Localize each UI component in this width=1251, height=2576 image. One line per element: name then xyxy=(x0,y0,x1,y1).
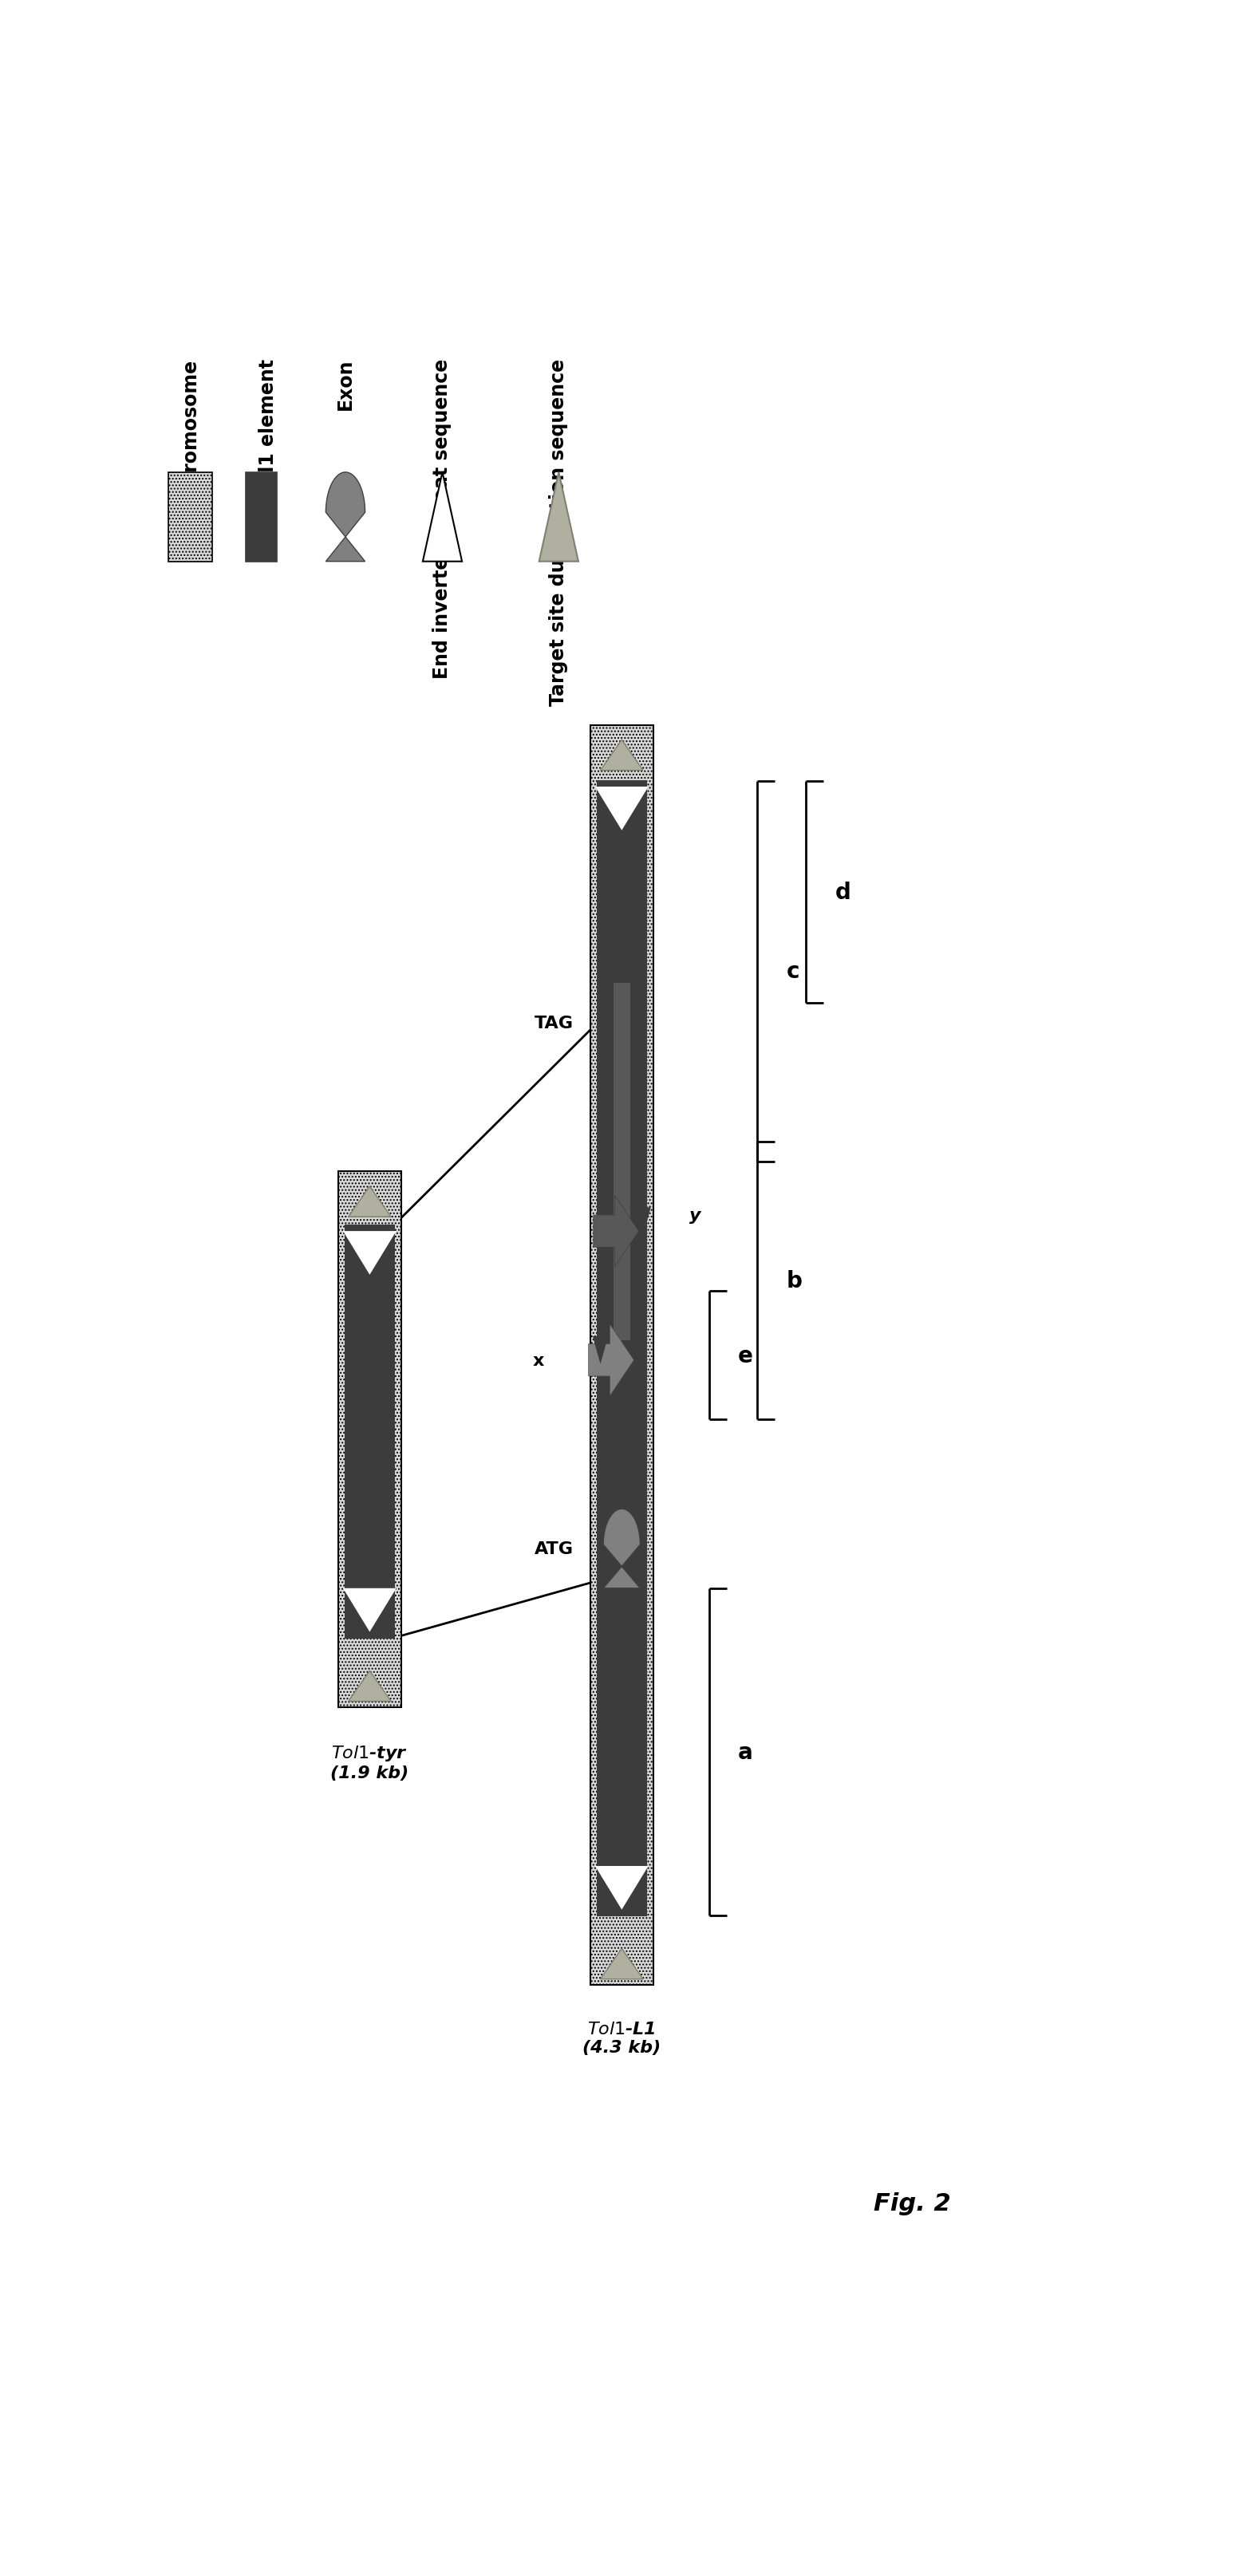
Polygon shape xyxy=(603,1510,641,1589)
Text: TAG: TAG xyxy=(534,1015,573,1030)
Text: y: y xyxy=(689,1208,701,1224)
Bar xyxy=(169,474,213,562)
Text: a: a xyxy=(738,1741,753,1765)
Polygon shape xyxy=(348,1672,392,1703)
Text: e: e xyxy=(738,1345,753,1368)
Text: Chromosome: Chromosome xyxy=(180,358,200,497)
Text: ATG: ATG xyxy=(534,1540,573,1556)
Text: b: b xyxy=(787,1270,802,1293)
Polygon shape xyxy=(423,474,462,562)
Text: d: d xyxy=(834,881,851,904)
Bar xyxy=(598,781,646,1917)
Polygon shape xyxy=(343,1231,397,1275)
Polygon shape xyxy=(325,474,365,562)
Bar xyxy=(338,1172,402,1708)
Polygon shape xyxy=(600,1947,643,1978)
Bar xyxy=(246,474,276,562)
Text: x: x xyxy=(533,1352,544,1368)
Polygon shape xyxy=(636,1208,651,1236)
Polygon shape xyxy=(343,1589,397,1633)
Text: Target site duplication sequence: Target site duplication sequence xyxy=(549,358,568,706)
Text: c: c xyxy=(787,961,799,984)
Bar xyxy=(345,1226,394,1638)
Text: End inverted repeat sequence: End inverted repeat sequence xyxy=(433,358,452,677)
Polygon shape xyxy=(593,1337,608,1365)
Polygon shape xyxy=(588,1324,634,1396)
Text: Fig. 2: Fig. 2 xyxy=(874,2192,951,2215)
Bar xyxy=(590,726,653,1986)
Polygon shape xyxy=(600,739,643,770)
Polygon shape xyxy=(539,474,578,562)
Text: Tol1 element: Tol1 element xyxy=(258,358,278,495)
Text: $\it{Tol1}$-tyr
(1.9 kb): $\it{Tol1}$-tyr (1.9 kb) xyxy=(330,1744,409,1780)
Polygon shape xyxy=(593,1195,639,1267)
Bar xyxy=(613,984,631,1340)
Text: $\it{Tol1}$-L1
(4.3 kb): $\it{Tol1}$-L1 (4.3 kb) xyxy=(583,2022,661,2056)
Polygon shape xyxy=(595,788,648,832)
Text: Exon: Exon xyxy=(335,358,355,410)
Polygon shape xyxy=(595,1865,648,1909)
Polygon shape xyxy=(348,1188,392,1218)
